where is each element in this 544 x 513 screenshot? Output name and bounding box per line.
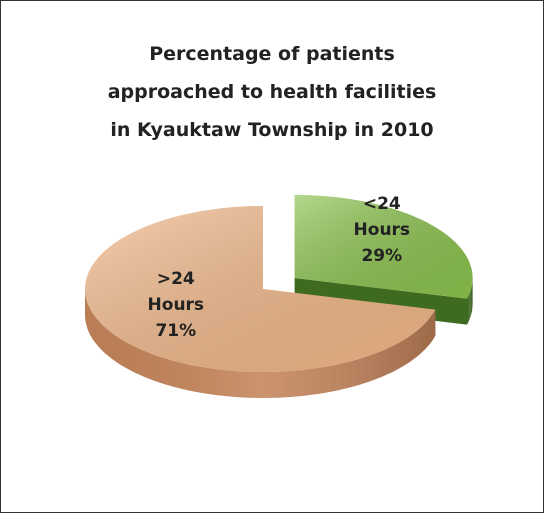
slice-category-label: <24 Hours (353, 194, 411, 241)
slice-value-label: 29% (361, 246, 403, 267)
slice-shade (294, 195, 473, 299)
slice-category-label: >24 Hours (147, 268, 205, 315)
slice-side-shade (467, 278, 473, 325)
slice-side-shade (85, 289, 436, 398)
slice-value-label: 71% (155, 320, 197, 341)
chart-title: Percentage of patients approached to hea… (107, 43, 437, 141)
slice-shade (85, 206, 436, 372)
